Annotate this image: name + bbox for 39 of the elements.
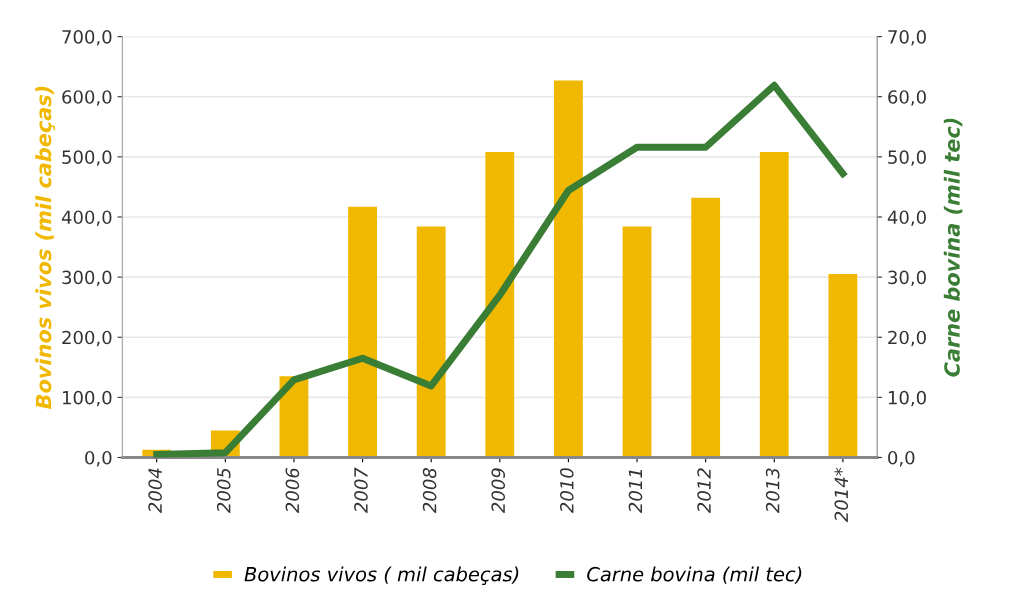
x-tick-label: 2005 xyxy=(216,468,231,514)
y2-tick-label: 60,0 xyxy=(888,90,926,106)
y-tick-label: 500,0 xyxy=(62,150,112,166)
bar xyxy=(485,152,515,458)
x-tick-label: 2011 xyxy=(628,469,643,514)
x-tick-label: 2014* xyxy=(834,467,849,523)
y-axis-title: Bovinos vivos (mil cabeças) xyxy=(35,86,56,409)
x-tick-label: 2012 xyxy=(697,468,711,514)
bar xyxy=(828,274,858,458)
x-tick-label: 2008 xyxy=(422,468,437,514)
y-tick-label: 700,0 xyxy=(62,30,112,46)
legend-label: Bovinos vivos ( mil cabeças) xyxy=(244,566,519,586)
bar xyxy=(759,152,789,458)
x-tick-label: 2004 xyxy=(148,468,162,514)
bar xyxy=(622,226,652,458)
bar xyxy=(348,206,377,458)
x-tick-label: 2006 xyxy=(285,468,300,514)
y-tick-label: 0,0 xyxy=(85,450,112,467)
y2-axis-title: Carne bovina (mil tec) xyxy=(943,118,963,377)
bar xyxy=(554,80,583,458)
y2-tick-label: 40,0 xyxy=(887,210,926,226)
x-tick-label: 2010 xyxy=(560,468,574,514)
y2-tick-label: 10,0 xyxy=(888,390,926,407)
x-tick-label: 2009 xyxy=(491,468,506,514)
bar xyxy=(416,226,446,458)
y2-tick-label: 0,0 xyxy=(888,450,915,467)
legend-label: Carne bovina (mil tec) xyxy=(587,566,802,584)
y2-tick-label: 20,0 xyxy=(888,330,926,347)
y2-tick-label: 30,0 xyxy=(888,270,926,287)
y-tick-label: 200,0 xyxy=(62,330,112,347)
x-tick-label: 2007 xyxy=(354,467,368,514)
x-tick-label: 2013 xyxy=(765,468,780,514)
y2-tick-label: 70,0 xyxy=(888,30,926,46)
y-tick-label: 100,0 xyxy=(62,390,112,407)
y-tick-label: 600,0 xyxy=(62,90,112,106)
bar xyxy=(691,197,721,458)
y-tick-label: 300,0 xyxy=(62,270,112,287)
y2-tick-label: 50,0 xyxy=(888,150,926,166)
y-tick-label: 400,0 xyxy=(61,210,112,226)
